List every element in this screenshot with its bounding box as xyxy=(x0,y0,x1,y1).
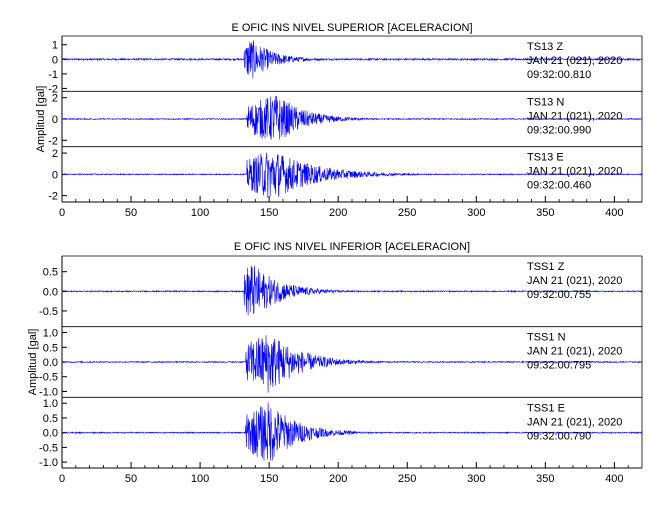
x-tick-label: 0 xyxy=(59,207,65,219)
date-label: JAN 21 (021), 2020 xyxy=(527,275,622,287)
waveform-trace xyxy=(61,265,643,316)
y-tick-label: 0.5 xyxy=(43,342,58,354)
y-tick-label: -2 xyxy=(48,135,58,147)
y-tick-label: 2 xyxy=(52,93,58,105)
x-tick-label: 350 xyxy=(536,473,554,485)
x-tick-label: 0 xyxy=(59,473,65,485)
y-tick-label: 2 xyxy=(52,148,58,160)
x-tick-label: 200 xyxy=(329,473,347,485)
trace-panel: 2 0 -2 TS13 E JAN 21 (021), 2020 09:32:00.460 xyxy=(48,146,643,203)
x-tick-label: 300 xyxy=(467,473,485,485)
station-label: TS13 E xyxy=(527,152,564,164)
y-tick-label: -2 xyxy=(48,191,58,203)
waveform-trace xyxy=(61,40,643,79)
x-tick-label: 250 xyxy=(398,473,416,485)
date-label: JAN 21 (021), 2020 xyxy=(527,110,622,122)
y-tick-label: 0.0 xyxy=(43,428,58,440)
date-label: JAN 21 (021), 2020 xyxy=(527,416,622,428)
time-label: 09:32:00.755 xyxy=(527,289,591,301)
waveform-trace xyxy=(61,402,643,461)
y-tick-label: 1 xyxy=(52,40,58,52)
trace-panel: 2 0 -2 TS13 N JAN 21 (021), 2020 09:32:00.990 xyxy=(48,90,643,147)
station-label: TS13 N xyxy=(527,96,564,108)
time-label: 09:32:00.795 xyxy=(527,360,591,372)
y-tick-label: 0.5 xyxy=(43,413,58,425)
y-tick-label: 0 xyxy=(52,54,58,66)
y-tick-label: 0.0 xyxy=(43,357,58,369)
x-tick-label: 400 xyxy=(605,473,623,485)
y-tick-label: 1.0 xyxy=(43,398,58,410)
date-label: JAN 21 (021), 2020 xyxy=(527,166,622,178)
trace-panel: 1 0 -1 -2 TS13 Z JAN 21 (021), 2020 09:32:00.8… xyxy=(48,35,643,95)
waveform-trace xyxy=(61,335,643,393)
station-label: TSS1 E xyxy=(527,402,565,414)
trace-panel: 1.0 0.5 0.0 -0.5 -1.0 TSS1 N JAN 21 (021), 202… xyxy=(39,326,643,398)
y-tick-label: 0 xyxy=(52,114,58,126)
station-label: TSS1 N xyxy=(527,332,566,344)
x-tick-label: 300 xyxy=(467,207,485,219)
x-tick-label: 200 xyxy=(329,207,347,219)
waveform-trace xyxy=(61,152,643,198)
station-label: TS13 Z xyxy=(527,41,563,53)
y-axis-label: Amplitud [gal] xyxy=(27,329,39,396)
x-tick-label: 150 xyxy=(260,473,278,485)
time-label: 09:32:00.460 xyxy=(527,180,591,192)
y-tick-label: 1.0 xyxy=(43,328,58,340)
x-tick-label: 50 xyxy=(125,473,137,485)
time-label: 09:32:00.810 xyxy=(527,69,591,81)
x-tick-label: 50 xyxy=(125,207,137,219)
y-tick-label: -0.5 xyxy=(39,306,58,318)
time-label: 09:32:00.990 xyxy=(527,124,591,136)
y-axis-label: Amplitud [gal] xyxy=(35,86,47,153)
y-tick-label: 0.5 xyxy=(43,267,58,279)
x-tick-label: 250 xyxy=(398,207,416,219)
time-label: 09:32:00.790 xyxy=(527,430,591,442)
x-tick-label: 350 xyxy=(536,207,554,219)
date-label: JAN 21 (021), 2020 xyxy=(527,346,622,358)
y-tick-label: -0.5 xyxy=(39,372,58,384)
chart-group-2: E OFIC INS NIVEL INFERIOR [ACELERACION] A… xyxy=(27,241,643,485)
date-label: JAN 21 (021), 2020 xyxy=(527,55,622,67)
trace-panel: 0.5 0.0 -0.5 TSS1 Z JAN 21 (021), 2020 09:32:… xyxy=(39,255,643,327)
y-tick-label: 0 xyxy=(52,169,58,181)
chart-title: E OFIC INS NIVEL SUPERIOR [ACELERACION] xyxy=(231,22,472,34)
trace-panel: 1.0 0.5 0.0 -0.5 -1.0 TSS1 E JAN 21 (021), 202… xyxy=(39,396,643,469)
chart-title: E OFIC INS NIVEL INFERIOR [ACELERACION] xyxy=(234,241,470,253)
x-tick-label: 100 xyxy=(191,207,209,219)
waveform-trace xyxy=(61,95,643,140)
chart-group-1: E OFIC INS NIVEL SUPERIOR [ACELERACION] A… xyxy=(35,22,643,219)
station-label: TSS1 Z xyxy=(527,261,565,273)
y-tick-label: -1 xyxy=(48,69,58,81)
y-tick-label: -2 xyxy=(48,83,58,95)
y-tick-label: -1.0 xyxy=(39,457,58,469)
y-tick-label: -0.5 xyxy=(39,442,58,454)
x-tick-label: 150 xyxy=(260,207,278,219)
y-tick-label: -1.0 xyxy=(39,386,58,398)
x-tick-label: 400 xyxy=(605,207,623,219)
y-tick-label: 0.0 xyxy=(43,286,58,298)
x-tick-label: 100 xyxy=(191,473,209,485)
